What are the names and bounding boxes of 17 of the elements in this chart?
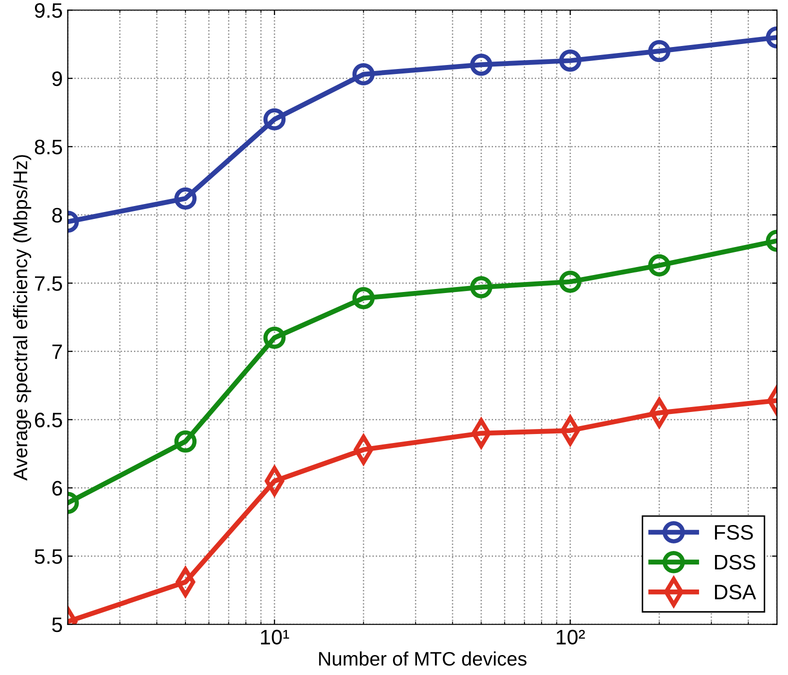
y-tick-label: 5 — [52, 618, 62, 632]
legend-label: DSS — [715, 554, 756, 570]
y-tick-label: 6.5 — [35, 412, 62, 428]
y-tick-label: 8.5 — [34, 140, 62, 154]
legend-label: DSA — [715, 584, 756, 600]
y-tick-label: 8 — [52, 208, 62, 223]
y-tick-label: 7.5 — [35, 276, 62, 291]
y-tick-label: 7 — [52, 344, 62, 359]
y-tick-label: 9.5 — [34, 3, 62, 18]
x-axis-title: Number of MTC devices — [319, 651, 526, 666]
legend-label: FSS — [715, 524, 753, 540]
y-tick-label: 5.5 — [34, 549, 62, 564]
x-tick-label: 10² — [556, 630, 585, 645]
x-tick-label: 10¹ — [261, 630, 290, 645]
y-tick-label: 6 — [52, 480, 62, 496]
y-tick-label: 9 — [52, 71, 62, 86]
y-axis-title: Average spectral efficiency (Mbps/Hz) — [13, 155, 32, 481]
